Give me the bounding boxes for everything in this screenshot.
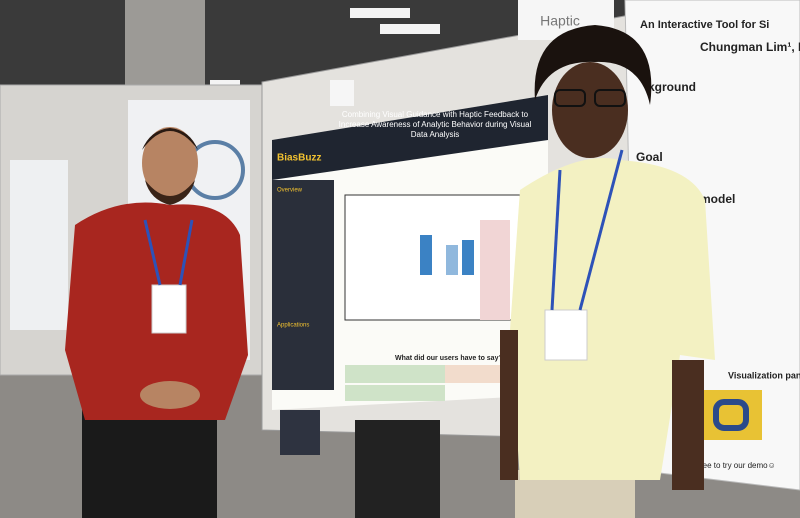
hands [140,381,200,409]
poster-title-box: Combining Visual Guidance with Haptic Fe… [338,110,532,139]
right-poster-heading: Visualization panel [728,370,800,380]
right-poster-authors: Chungman Lim¹, H [700,40,800,54]
poster-brand: BiasBuzz [277,153,321,164]
arm [500,330,518,480]
arm [672,360,704,490]
poster-figure [446,245,458,275]
poster-header [272,95,548,180]
trousers [82,405,217,518]
hair [142,128,198,150]
right-poster-heading: model [700,192,735,206]
left-poster [10,160,68,330]
lanyard [143,219,162,286]
poster-figure [462,240,474,275]
tag [330,80,354,106]
poster-quote [445,365,505,383]
poster-sidebar [272,180,334,390]
beard [145,180,195,205]
lanyard [550,169,562,311]
poster-figure [480,220,510,320]
background-person [355,420,440,518]
lanyard [578,149,624,311]
poster-title: Combining Visual Guidance with Haptic Fe… [338,110,532,139]
background-person [280,410,320,455]
poster-figure [700,390,762,440]
poster-question: What did our users have to say? [395,355,503,362]
ceiling-light [350,8,410,18]
right-poster-demo: Feel free to try our demo☺ [680,461,776,470]
face [552,62,628,158]
right-poster-title: An Interactive Tool for Si [640,19,769,31]
ceiling-light [210,80,240,86]
yellow-shirt [510,158,715,480]
badge [544,309,588,361]
hair [534,25,652,105]
poster-figure [420,235,432,275]
badge [151,284,187,334]
poster-heading: Applications [277,323,309,329]
right-poster-heading: Goal [636,150,663,164]
sign: Haptic [540,13,580,29]
poster-heading: Overview [277,188,303,194]
lanyard [178,219,194,286]
poster-quote [345,365,445,383]
poster-quote [345,385,445,401]
right-poster-heading: kground [648,80,696,94]
face [142,127,198,199]
glasses [554,89,586,107]
glasses [594,89,626,107]
poster-figure [713,399,749,431]
ceiling-light [380,24,440,34]
